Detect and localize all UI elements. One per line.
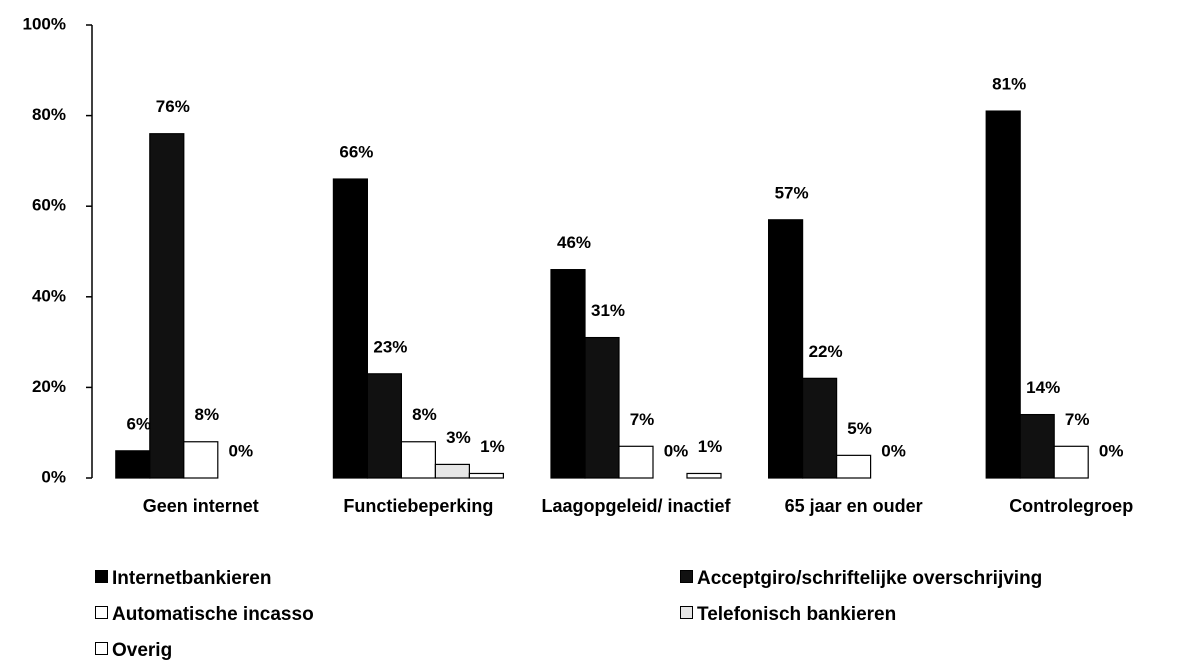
x-tick-label: Laagopgeleid/ inactief: [541, 496, 731, 516]
data-label: 57%: [775, 183, 809, 202]
x-tick-label: 65 jaar en ouder: [784, 496, 923, 516]
bar: [801, 377, 838, 479]
data-label: 31%: [591, 301, 625, 320]
bar: [686, 472, 722, 479]
legend-label: Acceptgiro/schriftelijke overschrijving: [697, 568, 1043, 589]
legend-swatch: [95, 606, 108, 619]
legend-swatch: [680, 606, 693, 619]
y-tick-label: 60%: [32, 196, 66, 215]
data-label: 1%: [698, 437, 723, 456]
data-label: 8%: [412, 405, 437, 424]
bar: [985, 110, 1021, 479]
bar: [618, 445, 654, 479]
y-tick-label: 40%: [32, 286, 66, 305]
legend-label: Telefonisch bankieren: [697, 604, 897, 625]
data-label: 5%: [847, 419, 872, 438]
legend-item: Telefonisch bankieren: [680, 604, 896, 626]
bar: [183, 441, 219, 479]
y-tick-label: 100%: [23, 14, 66, 33]
legend-item: Automatische incasso: [95, 604, 314, 626]
bar: [434, 463, 470, 479]
data-label: 6%: [127, 414, 152, 433]
bar: [1053, 445, 1089, 479]
legend-label: Internetbankieren: [112, 568, 272, 589]
bar: [332, 178, 368, 479]
data-label: 23%: [373, 337, 407, 356]
y-tick-label: 20%: [32, 377, 66, 396]
data-label: 0%: [664, 441, 689, 460]
bar: [400, 441, 436, 479]
bar: [149, 133, 185, 479]
legend-label: Overig: [112, 640, 173, 661]
data-label: 66%: [339, 143, 373, 162]
bar: [767, 219, 804, 479]
legend-swatch: [95, 570, 108, 583]
data-label: 8%: [195, 405, 220, 424]
y-tick-label: 0%: [41, 467, 66, 486]
data-label: 0%: [881, 441, 906, 460]
data-label: 0%: [229, 441, 254, 460]
legend-item: Acceptgiro/schriftelijke overschrijving: [680, 568, 1042, 590]
data-label: 3%: [446, 428, 471, 447]
data-label: 7%: [1065, 410, 1090, 429]
legend-item: Overig: [95, 640, 172, 662]
bar: [1019, 413, 1055, 479]
data-label: 14%: [1026, 378, 1060, 397]
bar: [550, 269, 586, 479]
data-label: 22%: [809, 342, 843, 361]
data-label: 76%: [156, 97, 190, 116]
x-tick-label: Geen internet: [142, 496, 259, 516]
data-label: 81%: [992, 75, 1026, 94]
bar: [584, 336, 620, 479]
bar: [468, 472, 504, 479]
bar: [366, 373, 402, 479]
data-label: 1%: [480, 437, 505, 456]
data-label: 46%: [557, 233, 591, 252]
x-tick-label: Functiebeperking: [343, 496, 494, 516]
legend-label: Automatische incasso: [112, 604, 314, 625]
bar: [835, 454, 872, 479]
legend-item: Internetbankieren: [95, 568, 271, 590]
x-tick-label: Controlegroep: [1009, 496, 1134, 516]
y-tick-label: 80%: [32, 105, 66, 124]
bar: [115, 450, 151, 479]
data-label: 7%: [630, 410, 655, 429]
legend-swatch: [95, 642, 108, 655]
data-label: 0%: [1099, 441, 1124, 460]
legend-swatch: [680, 570, 693, 583]
